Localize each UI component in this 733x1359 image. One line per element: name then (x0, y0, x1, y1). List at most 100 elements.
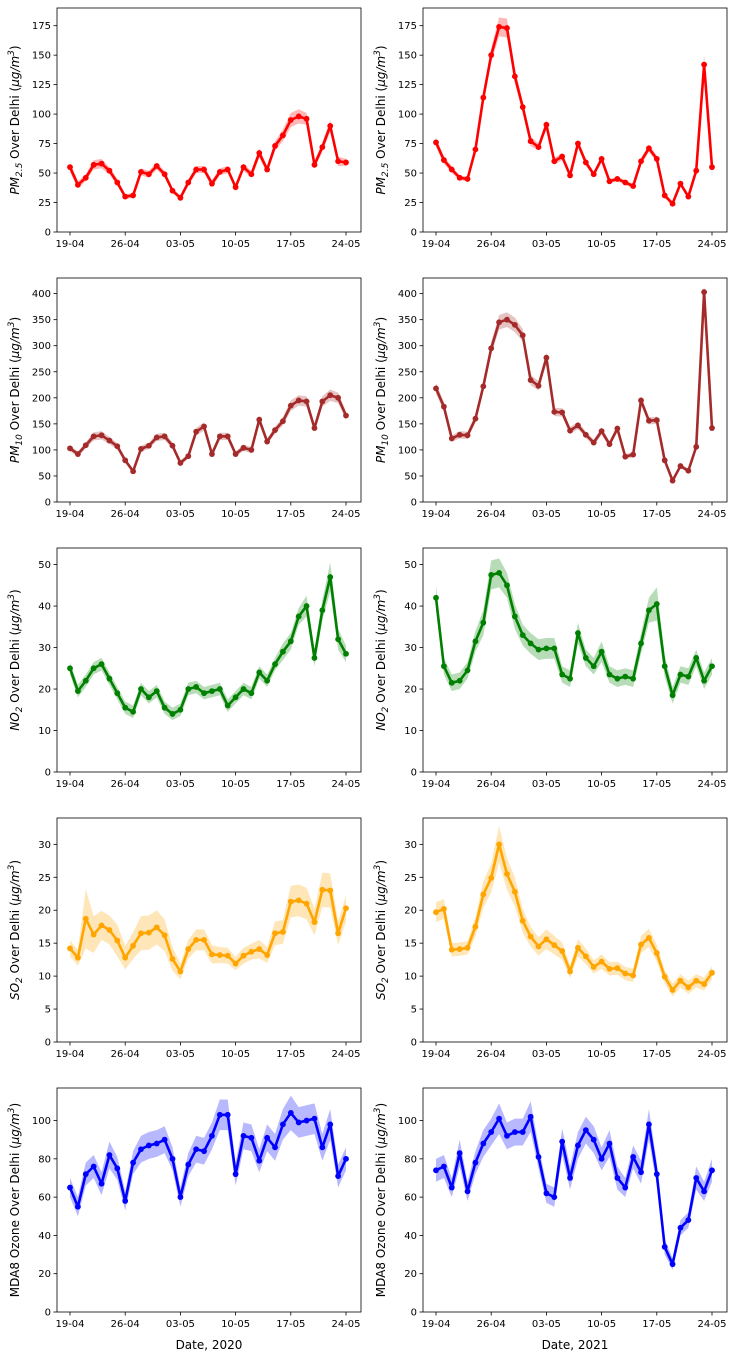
y-axis-label-unit: μg/m (8, 870, 22, 902)
data-point (240, 444, 247, 451)
y-tick-label: 20 (38, 1269, 51, 1280)
data-point (709, 425, 715, 431)
y-tick-label: 15 (404, 939, 417, 950)
data-point (138, 686, 144, 692)
data-point (232, 1171, 239, 1178)
x-axis-label-2020: Date, 2020 (176, 1338, 243, 1352)
data-point (130, 942, 136, 949)
data-point (646, 1121, 652, 1128)
data-point (661, 663, 668, 670)
data-point (701, 677, 708, 684)
data-point (709, 969, 715, 976)
y-tick-label: 100 (32, 1116, 51, 1127)
y-tick-label: 0 (411, 228, 417, 239)
data-point (311, 161, 318, 168)
data-point (201, 423, 207, 430)
y-tick-label: 40 (404, 1231, 417, 1242)
data-point (264, 166, 271, 173)
y-axis-label-sup: 3 (373, 594, 383, 600)
y-tick-label: 125 (32, 80, 51, 91)
x-tick-label: 26-04 (477, 509, 506, 520)
data-point (216, 1111, 223, 1118)
data-point (535, 144, 542, 151)
y-tick-label: 60 (38, 1193, 51, 1204)
data-point (496, 319, 502, 326)
data-point (661, 192, 668, 199)
y-axis-label-unit: μg/m (374, 1113, 388, 1145)
data-point (685, 193, 692, 200)
data-point (256, 946, 263, 953)
data-point (575, 630, 581, 636)
data-point (433, 1167, 439, 1174)
data-point (464, 1188, 471, 1195)
data-point (216, 168, 223, 175)
data-point (272, 930, 278, 937)
x-tick-label: 03-05 (166, 1049, 195, 1060)
y-axis-label-rest: Over Delhi ( (374, 631, 388, 707)
y-tick-label: 50 (38, 169, 51, 180)
y-tick-label: 10 (38, 972, 51, 983)
x-tick-label: 26-04 (111, 1319, 140, 1330)
y-tick-label: 250 (398, 367, 417, 378)
y-tick-label: 60 (404, 1193, 417, 1204)
y-axis-label-unit: μg/m (8, 327, 22, 359)
data-point (496, 569, 502, 576)
data-point (74, 451, 81, 457)
data-point (161, 171, 168, 178)
data-point (496, 1115, 502, 1122)
data-point (677, 180, 684, 187)
y-axis-label-unit: μg/m (8, 1113, 22, 1145)
data-point (661, 1244, 668, 1250)
y-tick-label: 40 (38, 602, 51, 613)
y-axis-label-sub: 2 (381, 977, 391, 983)
data-point (67, 1184, 73, 1191)
axes-frame (422, 817, 728, 1043)
y-tick-label: 5 (45, 1005, 51, 1016)
y-axis-label-main: NO (374, 712, 388, 730)
data-point (209, 1132, 215, 1139)
uncertainty-band (436, 825, 712, 997)
data-point (319, 1144, 326, 1151)
data-point (106, 927, 113, 933)
data-point (295, 897, 302, 904)
data-point (145, 1142, 152, 1149)
data-point (622, 673, 629, 680)
data-point (614, 425, 621, 432)
x-tick-label: 03-05 (532, 1319, 561, 1330)
data-point (590, 1136, 597, 1143)
data-point (535, 943, 542, 950)
x-tick-label: 24-05 (697, 509, 726, 520)
data-point (319, 886, 326, 893)
data-point (669, 200, 676, 207)
data-point (114, 937, 121, 944)
data-point (567, 427, 573, 434)
data-point (67, 164, 73, 171)
data-point (177, 1194, 184, 1201)
data-point (114, 443, 121, 450)
data-point (201, 936, 207, 943)
y-axis-label: PM2.5 Over Delhi (μg/m3) (373, 45, 391, 194)
data-point (669, 987, 676, 993)
data-point (677, 1224, 684, 1231)
data-point (638, 1169, 644, 1176)
data-point (224, 702, 231, 709)
y-tick-label: 100 (398, 1116, 417, 1127)
data-point (303, 603, 310, 609)
x-tick-label: 24-05 (697, 239, 726, 250)
data-point (224, 952, 231, 959)
data-point (287, 898, 294, 905)
y-tick-label: 25 (404, 198, 417, 209)
y-tick-label: 100 (398, 110, 417, 121)
data-point (343, 159, 349, 166)
y-axis-label: NO2 Over Delhi (μg/m3) (373, 589, 391, 730)
data-point (122, 193, 129, 200)
y-axis-label-sup: 3 (373, 50, 383, 56)
x-tick-label: 03-05 (166, 1319, 195, 1330)
y-axis-label: MDA8 Ozone Over Delhi (μg/m3) (7, 1103, 22, 1297)
chart-panel-9: 0 20 40 60 80 100 19-04 26-04 03-05 10-05 17-05 24-… (373, 1087, 728, 1330)
x-tick-label: 17-05 (276, 1319, 305, 1330)
uncertainty-band (436, 285, 712, 483)
x-tick-label: 17-05 (642, 1319, 671, 1330)
chart-panel-0: 0 25 50 75 100 125 150 175 19-04 26-04 03-05 10-05 1… (7, 7, 362, 250)
data-point (264, 952, 271, 958)
